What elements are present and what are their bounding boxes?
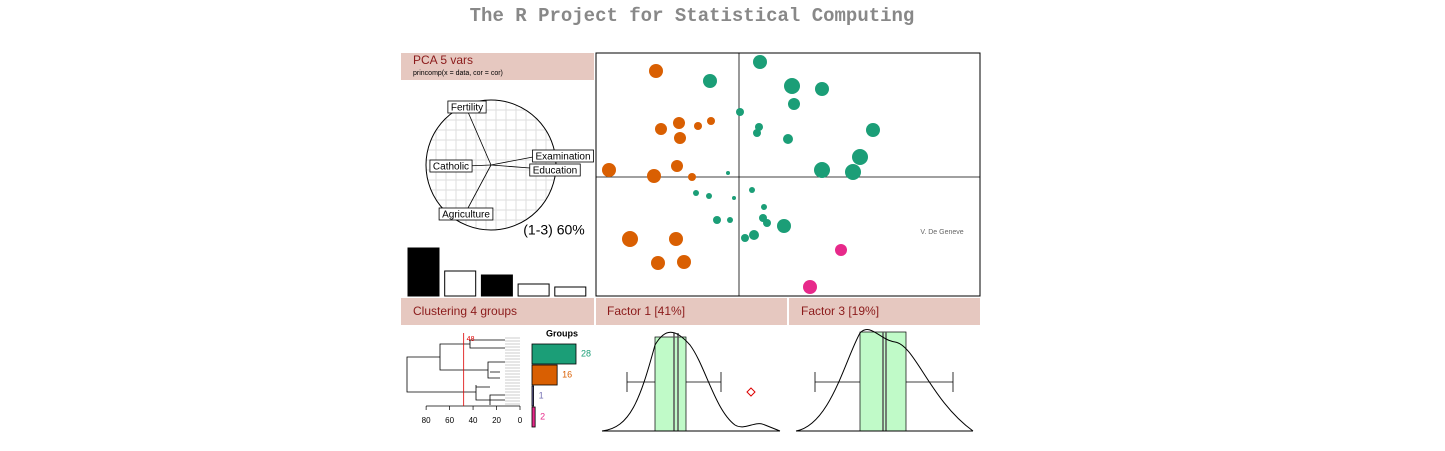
point xyxy=(694,122,702,130)
point xyxy=(803,280,817,294)
point xyxy=(763,219,771,227)
variable-label: Fertility xyxy=(451,103,483,114)
bar xyxy=(517,283,550,297)
panel-title: Factor 1 [41%] xyxy=(607,304,685,318)
panel-header xyxy=(401,53,594,80)
value-label: 1 xyxy=(539,390,544,400)
point xyxy=(845,164,861,180)
point xyxy=(753,55,767,69)
point xyxy=(753,129,761,137)
point xyxy=(761,204,767,210)
point xyxy=(673,117,685,129)
point xyxy=(866,123,880,137)
label-box xyxy=(438,207,494,221)
point xyxy=(777,219,791,233)
x-tick-label: 40 xyxy=(469,416,478,425)
point xyxy=(602,163,616,177)
x-tick-label: 60 xyxy=(445,416,454,425)
panel-title: Factor 3 [19%] xyxy=(801,304,879,318)
dendrogram-leaves xyxy=(505,337,520,405)
point xyxy=(693,190,699,196)
point xyxy=(788,98,800,110)
point xyxy=(649,64,663,78)
point xyxy=(671,160,683,172)
point xyxy=(784,78,800,94)
bar xyxy=(554,286,587,297)
bar xyxy=(531,343,577,365)
point xyxy=(835,244,847,256)
variable-label: Agriculture xyxy=(442,210,490,221)
point xyxy=(703,74,717,88)
point xyxy=(749,230,759,240)
bar xyxy=(407,247,440,297)
variable-label: Examination xyxy=(535,152,590,163)
page-title: The R Project for Statistical Computing xyxy=(470,5,915,27)
x-tick-label: 0 xyxy=(518,416,523,425)
point xyxy=(677,255,691,269)
bar xyxy=(531,364,558,386)
bar xyxy=(480,274,513,297)
panel-title: PCA 5 vars xyxy=(413,53,473,67)
annotation: V. De Geneve xyxy=(920,229,963,236)
label-box xyxy=(447,100,487,114)
bar xyxy=(444,270,477,297)
point xyxy=(783,134,793,144)
label-box xyxy=(529,163,581,177)
panel-header xyxy=(789,298,980,325)
point xyxy=(651,256,665,270)
point xyxy=(688,173,696,181)
point xyxy=(726,171,730,175)
x-tick-label: 80 xyxy=(422,416,431,425)
value-label: 2 xyxy=(540,411,545,421)
label-box xyxy=(429,159,473,173)
density-factor-1 xyxy=(601,331,781,432)
cut-label: 48 xyxy=(467,336,475,343)
point xyxy=(674,132,686,144)
label-box xyxy=(532,149,594,163)
point xyxy=(852,149,868,165)
bar xyxy=(531,406,536,428)
dendrogram xyxy=(406,339,505,405)
x-tick-label: 20 xyxy=(492,416,501,425)
panel-header xyxy=(596,298,787,325)
scatter-frame xyxy=(595,52,981,297)
point xyxy=(732,196,736,200)
point xyxy=(713,216,721,224)
point xyxy=(647,169,661,183)
panel-header xyxy=(401,298,594,325)
point xyxy=(655,123,667,135)
point xyxy=(707,117,715,125)
point xyxy=(727,217,733,223)
value-label: 16 xyxy=(562,369,572,379)
bar xyxy=(531,385,534,407)
variable-label: Education xyxy=(533,166,577,177)
point xyxy=(749,187,755,193)
panel-title: Clustering 4 groups xyxy=(413,304,517,318)
density-factor-3 xyxy=(795,328,974,432)
variable-label: Catholic xyxy=(433,162,469,173)
panel-subtitle: princomp(x = data, cor = cor) xyxy=(413,70,503,77)
point xyxy=(736,108,744,116)
chart-title: Groups xyxy=(546,328,578,338)
point xyxy=(706,193,712,199)
point xyxy=(815,82,829,96)
value-label: 28 xyxy=(581,348,591,358)
point xyxy=(814,162,830,178)
pca-caption: (1-3) 60% xyxy=(523,222,584,238)
point xyxy=(622,231,638,247)
point xyxy=(669,232,683,246)
point xyxy=(741,234,749,242)
